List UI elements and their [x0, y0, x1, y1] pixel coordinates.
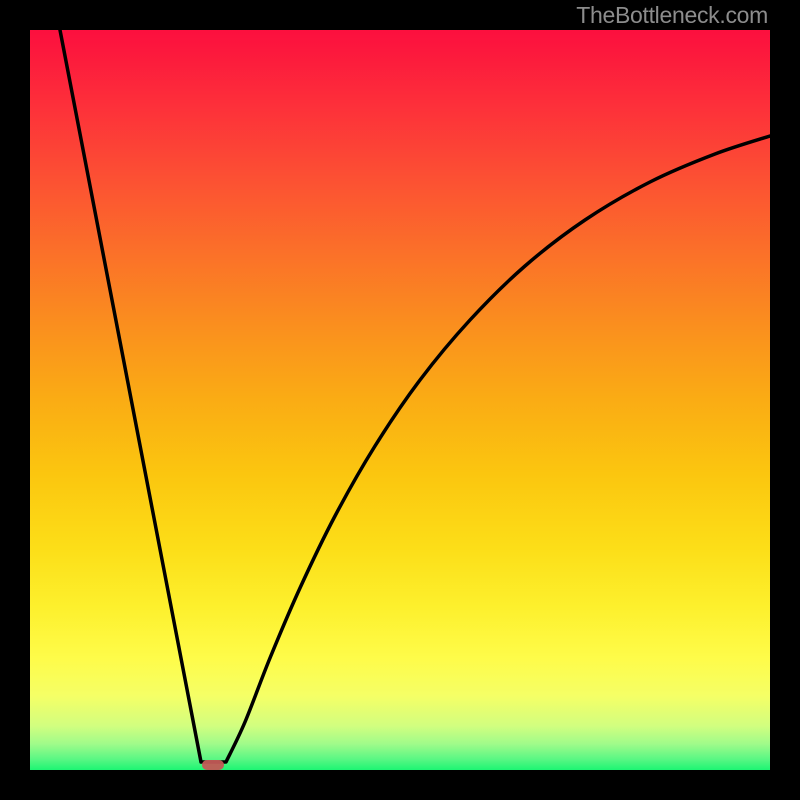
minimum-marker [202, 760, 224, 770]
curve-layer [30, 30, 770, 770]
chart-frame: TheBottleneck.com [0, 0, 800, 800]
watermark-text: TheBottleneck.com [576, 2, 768, 29]
plot-area [30, 30, 770, 770]
bottleneck-curve [60, 30, 770, 762]
